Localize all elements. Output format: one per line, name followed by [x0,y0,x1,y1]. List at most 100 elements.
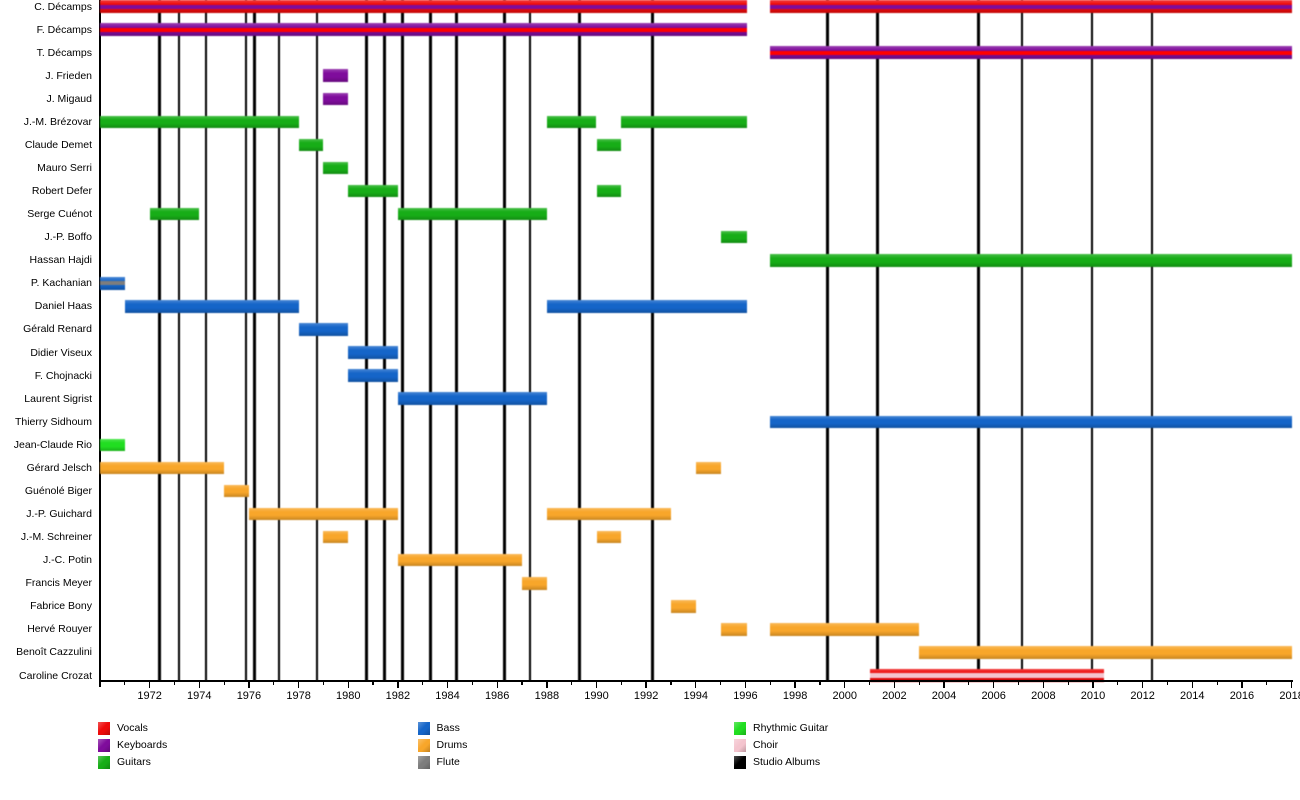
member-bar-drums [596,530,622,544]
member-bar-guitars [100,115,299,129]
member-label: Gérald Renard [23,323,92,336]
x-axis-year-label: 1990 [584,689,609,702]
x-axis-year-label: 1980 [336,689,361,702]
minor-tick [670,681,672,685]
member-bar-drums [224,484,249,498]
x-axis-line [99,680,1293,682]
member-label: Jean-Claude Rio [13,438,92,451]
major-tick [1092,681,1094,688]
minor-tick [1166,681,1169,685]
minor-tick [273,681,275,685]
major-tick [397,681,399,688]
studio-album-line [252,0,256,681]
studio-album-line [244,0,248,681]
legend-label: Keyboards [117,739,168,752]
major-tick [148,681,151,688]
major-tick [1241,681,1243,688]
minor-tick [223,681,225,685]
x-axis-year-label: 2000 [832,689,857,702]
minor-tick [868,681,871,685]
major-tick [1141,681,1144,688]
legend-swatch-drums [417,739,430,752]
role-stripe-flute [100,281,125,286]
minor-tick [819,681,821,685]
member-label: Fabrice Bony [30,600,92,613]
member-bar-drums [323,530,349,544]
studio-album-line [876,0,879,681]
studio-album-line [1090,0,1094,681]
x-axis-year-label: 1976 [236,689,262,702]
legend-swatch-studio_albums [734,756,746,769]
member-bar-guitars [546,115,597,129]
major-tick [248,681,250,688]
plot-left-border [99,0,101,687]
member-label: Caroline Crozat [19,669,92,682]
studio-album-line [158,0,162,681]
member-label: Robert Defer [31,185,92,198]
major-tick [446,681,449,688]
member-label: Gérard Jelsch [26,461,92,474]
x-axis-year-label: 1996 [733,689,758,702]
x-axis-year-label: 1988 [534,689,560,702]
x-axis-year-label: 2002 [882,689,907,702]
x-axis-year-label: 1984 [435,689,460,702]
legend-swatch-flute [417,756,430,769]
member-label: J.-M. Schreiner [20,531,92,544]
major-tick [794,681,796,688]
member-label: Francis Meyer [25,577,92,590]
member-bar-bass [124,300,299,313]
member-label: J. Frieden [45,69,92,82]
studio-album-line [578,0,582,681]
minor-tick [620,681,622,685]
member-label: Claude Demet [24,138,92,151]
member-bar-keyboards-vocals [100,23,747,36]
member-bar-drums [720,623,747,636]
major-tick [546,681,548,688]
member-bar-keyboards-vocals [770,46,1292,59]
member-bar-vocals-keyboards [100,0,747,13]
member-label: F. Décamps [36,23,92,36]
member-label: Daniel Haas [34,300,92,313]
major-tick [645,681,647,688]
member-bar-drums [919,646,1292,659]
major-tick [496,681,498,688]
major-tick [595,681,598,688]
minor-tick [322,681,324,685]
legend-swatch-choir [734,739,746,752]
role-stripe-choir [869,672,1105,679]
x-axis-year-label: 2006 [981,689,1006,702]
member-label: J.-P. Boffo [44,231,92,244]
studio-album-line [528,0,532,681]
member-label: Hervé Rouyer [27,623,92,636]
minor-tick [1017,681,1020,685]
member-label: J. Migaud [46,92,92,105]
legend-swatch-keyboards [98,739,110,752]
member-bar-guitars [621,115,747,129]
x-axis-year-label: 1982 [385,689,411,702]
minor-tick [968,681,970,685]
member-bar-drums [522,577,547,590]
role-stripe-keyboards [100,4,747,9]
member-label: Mauro Serri [37,161,92,174]
minor-tick [1117,681,1119,685]
legend-label: Drums [436,739,468,752]
x-axis-year-label: 1998 [782,689,808,702]
major-tick [993,681,995,688]
member-bar-guitars [348,184,398,198]
member-label: P. Kachanian [30,277,92,290]
role-stripe-vocals [770,50,1292,55]
member-bar-guitars [397,207,547,221]
minor-tick [1067,681,1069,685]
member-bar-bass [546,300,747,313]
major-tick [297,681,300,688]
role-stripe-keyboards [770,4,1292,9]
member-label: Thierry Sidhoum [14,415,92,428]
member-bar-bass [298,323,349,336]
member-bar-drums [670,600,696,613]
studio-album-line [365,0,369,681]
member-label: Guénolé Biger [24,484,92,497]
legend-swatch-vocals [98,722,110,735]
minor-tick [1216,681,1218,685]
x-axis-year-label: 2008 [1031,689,1056,702]
